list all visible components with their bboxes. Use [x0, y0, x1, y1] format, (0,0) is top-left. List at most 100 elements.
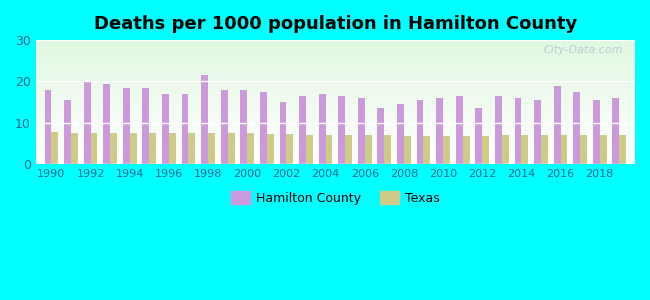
Bar [36, 62, 635, 64]
Title: Deaths per 1000 population in Hamilton County: Deaths per 1000 population in Hamilton C… [94, 15, 577, 33]
Bar [36, 133, 635, 134]
Bar [36, 118, 635, 119]
Bar [36, 136, 635, 137]
Bar [338, 96, 345, 164]
Bar [181, 94, 188, 164]
Bar [36, 116, 635, 117]
Bar [573, 92, 580, 164]
Bar [443, 136, 450, 164]
Bar [36, 56, 635, 58]
Bar [36, 97, 635, 98]
Bar [36, 80, 635, 81]
Bar [326, 135, 332, 164]
Bar [36, 152, 635, 153]
Bar [36, 137, 635, 138]
Bar [36, 107, 635, 108]
Bar [110, 133, 117, 164]
Bar [36, 155, 635, 157]
Bar [221, 90, 228, 164]
Bar [463, 136, 469, 164]
Bar [36, 87, 635, 88]
Bar [227, 133, 235, 164]
Bar [36, 88, 635, 90]
Bar [36, 70, 635, 71]
Bar [202, 75, 208, 164]
Bar [36, 160, 635, 162]
Bar [36, 48, 635, 49]
Bar [600, 135, 606, 164]
Bar [365, 135, 372, 164]
Bar [36, 144, 635, 145]
Bar [36, 85, 635, 86]
Bar [169, 133, 176, 164]
Bar [36, 61, 635, 62]
Bar [36, 122, 635, 123]
Bar [36, 76, 635, 77]
Bar [36, 146, 635, 147]
Bar [521, 135, 528, 164]
Bar [36, 44, 635, 45]
Bar [541, 135, 548, 164]
Bar [36, 52, 635, 54]
Bar [142, 88, 150, 164]
Bar [260, 92, 266, 164]
Bar [36, 151, 635, 152]
Bar [495, 96, 502, 164]
Bar [36, 68, 635, 69]
Bar [90, 133, 98, 164]
Bar [36, 113, 635, 115]
Bar [36, 92, 635, 94]
Bar [318, 94, 326, 164]
Bar [36, 86, 635, 87]
Bar [36, 69, 635, 70]
Bar [36, 124, 635, 126]
Bar [554, 85, 560, 164]
Bar [36, 123, 635, 124]
Bar [208, 133, 215, 164]
Bar [36, 130, 635, 131]
Bar [36, 82, 635, 84]
Bar [36, 40, 635, 41]
Bar [36, 90, 635, 91]
Bar [64, 100, 71, 164]
Bar [36, 108, 635, 110]
Bar [36, 142, 635, 143]
Bar [397, 104, 404, 164]
Bar [36, 49, 635, 50]
Bar [36, 45, 635, 46]
Bar [36, 71, 635, 72]
Bar [36, 134, 635, 136]
Bar [404, 136, 411, 164]
Bar [36, 117, 635, 118]
Bar [36, 159, 635, 160]
Bar [123, 88, 130, 164]
Bar [36, 96, 635, 97]
Bar [619, 135, 626, 164]
Bar [240, 90, 247, 164]
Bar [36, 110, 635, 111]
Bar [424, 136, 430, 164]
Bar [36, 100, 635, 101]
Bar [299, 96, 306, 164]
Bar [306, 135, 313, 164]
Bar [36, 149, 635, 151]
Bar [36, 66, 635, 68]
Bar [36, 126, 635, 127]
Bar [36, 51, 635, 52]
Bar [287, 134, 293, 164]
Bar [475, 108, 482, 164]
Bar [103, 84, 110, 164]
Bar [593, 100, 600, 164]
Bar [417, 100, 424, 164]
Bar [36, 163, 635, 164]
Bar [36, 91, 635, 92]
Bar [36, 154, 635, 155]
Bar [36, 72, 635, 74]
Bar [36, 95, 635, 96]
Bar [36, 112, 635, 113]
Bar [36, 105, 635, 106]
Bar [456, 96, 463, 164]
Bar [384, 135, 391, 164]
Bar [36, 153, 635, 154]
Bar [36, 140, 635, 141]
